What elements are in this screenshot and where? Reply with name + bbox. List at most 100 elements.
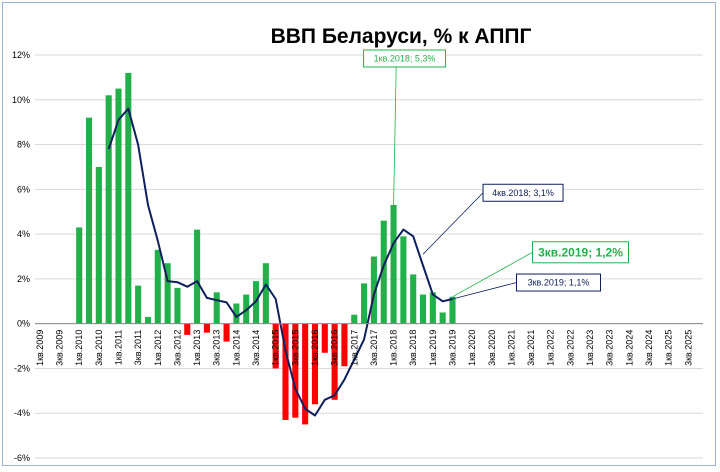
annotations: 1кв.2018; 5,3% 4кв.2018; 3,1% 3кв.2019; 1,… [363, 49, 629, 300]
bar [115, 88, 122, 324]
x-tick-label: 1кв.2011 [114, 330, 124, 366]
x-tick-label: 3кв.2023 [605, 330, 615, 366]
bar [361, 283, 368, 324]
annotation-box [532, 241, 629, 264]
y-tick-label: 10% [12, 95, 30, 105]
gdp-chart: ВВП Беларуси, % к АППГ -6% -4% -2% 0% 2% 4% 6%… [12, 25, 703, 463]
bar [154, 249, 161, 324]
chart-title: ВВП Беларуси, % к АППГ [271, 25, 532, 48]
bar [331, 323, 338, 400]
x-tick-label: 3кв.2015 [290, 330, 300, 366]
bar [321, 323, 328, 353]
bar [105, 95, 112, 324]
x-tick-label: 1кв.2014 [231, 330, 241, 366]
x-tick-label: 1кв.2015 [271, 330, 281, 366]
x-tick-label: 1кв.2016 [310, 330, 320, 366]
x-tick-label: 1кв.2021 [506, 330, 516, 366]
bar [282, 323, 289, 420]
bar [390, 205, 397, 324]
x-tick-label: 1кв.2022 [546, 330, 556, 366]
y-tick-label: -6% [14, 453, 30, 463]
bar [135, 285, 142, 324]
bar [302, 323, 309, 425]
x-tick-label: 1кв.2024 [624, 330, 634, 366]
x-tick-label: 3кв.2018 [408, 330, 418, 366]
x-tick-label: 3кв.2013 [212, 330, 222, 366]
bar [419, 294, 427, 324]
x-tick-label: 3кв.2019 [448, 330, 458, 366]
x-tick-label: 1кв.2017 [349, 330, 359, 366]
annotation-leader [452, 251, 533, 298]
y-tick-label: 0% [17, 319, 30, 329]
x-tick-label: 3кв.2012 [172, 330, 182, 366]
x-tick-label: 3кв.2022 [565, 330, 575, 366]
bar [233, 303, 240, 324]
x-tick-label: 1кв.2010 [74, 330, 84, 366]
bar [400, 236, 407, 324]
x-tick-label: 3кв.2024 [644, 330, 654, 366]
annotation-box [363, 49, 447, 68]
bar [429, 292, 436, 324]
y-tick-label: -2% [14, 363, 30, 373]
bar [203, 323, 210, 333]
y-tick-label: -4% [14, 408, 30, 418]
annotation-box [482, 183, 564, 202]
annotation-box [516, 273, 601, 292]
annotation-label: 1кв.2018; 5,3% [374, 54, 436, 64]
chart-frame: ВВП Беларуси, % к АППГ -6% -4% -2% 0% 2% 4% 6%… [2, 2, 716, 466]
annotation-leader [422, 192, 484, 255]
x-axis: 1кв.2009 3кв.2009 1кв.2010 3кв.2010 1кв.2011… [35, 323, 703, 366]
x-tick-label: 3кв.2021 [526, 330, 536, 366]
bar [95, 166, 102, 324]
x-tick-label: 3кв.2014 [251, 330, 261, 366]
y-tick-label: 2% [17, 274, 30, 284]
x-tick-label: 1кв.2020 [467, 330, 477, 366]
x-tick-label: 1кв.2009 [35, 330, 45, 366]
bar [449, 296, 456, 324]
x-tick-label: 3кв.2010 [94, 330, 104, 366]
x-tick-label: 1кв.2025 [664, 330, 674, 366]
x-tick-label: 3кв.2009 [55, 330, 65, 366]
annotation-leader [393, 58, 397, 206]
y-tick-label: 6% [17, 184, 30, 194]
annotation-label: 3кв.2019; 1,2% [538, 246, 623, 260]
bar [341, 323, 348, 367]
x-tick-label: 3кв.2020 [487, 330, 497, 366]
bar [125, 72, 132, 324]
bar [184, 323, 191, 335]
x-tick-label: 3кв.2025 [683, 330, 693, 366]
x-tick-label: 1кв.2018 [389, 330, 399, 366]
bar [410, 274, 417, 324]
x-tick-label: 1кв.2013 [192, 330, 202, 366]
x-tick-label: 1кв.2019 [428, 330, 438, 366]
x-tick-label: 1кв.2023 [585, 330, 595, 366]
bar [213, 292, 220, 324]
x-tick-label: 3кв.2017 [369, 330, 379, 366]
bar [272, 323, 279, 369]
y-tick-label: 4% [17, 229, 30, 239]
bar [174, 287, 181, 324]
y-axis: -6% -4% -2% 0% 2% 4% 6% 8% 10% 12% [12, 50, 30, 463]
y-tick-label: 8% [17, 140, 30, 150]
annotation-label: 3кв.2019; 1,1% [528, 278, 590, 288]
x-tick-label: 3кв.2011 [133, 330, 143, 366]
annotation-leader [452, 282, 517, 300]
bar [164, 263, 171, 324]
bar [194, 229, 201, 324]
bar [380, 220, 387, 324]
bar-series [76, 72, 456, 425]
bar [351, 314, 358, 324]
bar [439, 312, 446, 324]
bar [85, 117, 93, 324]
bar [223, 323, 230, 342]
bar [76, 227, 83, 324]
bar [144, 316, 152, 324]
series-line [107, 107, 453, 417]
y-tick-label: 12% [12, 50, 30, 60]
x-tick-label: 1кв.2012 [153, 330, 163, 366]
annotation-label: 4кв.2018; 3,1% [492, 188, 554, 198]
bar [262, 263, 269, 324]
line-series [107, 107, 453, 417]
x-tick-label: 3кв.2016 [330, 330, 340, 366]
bar [370, 256, 377, 324]
